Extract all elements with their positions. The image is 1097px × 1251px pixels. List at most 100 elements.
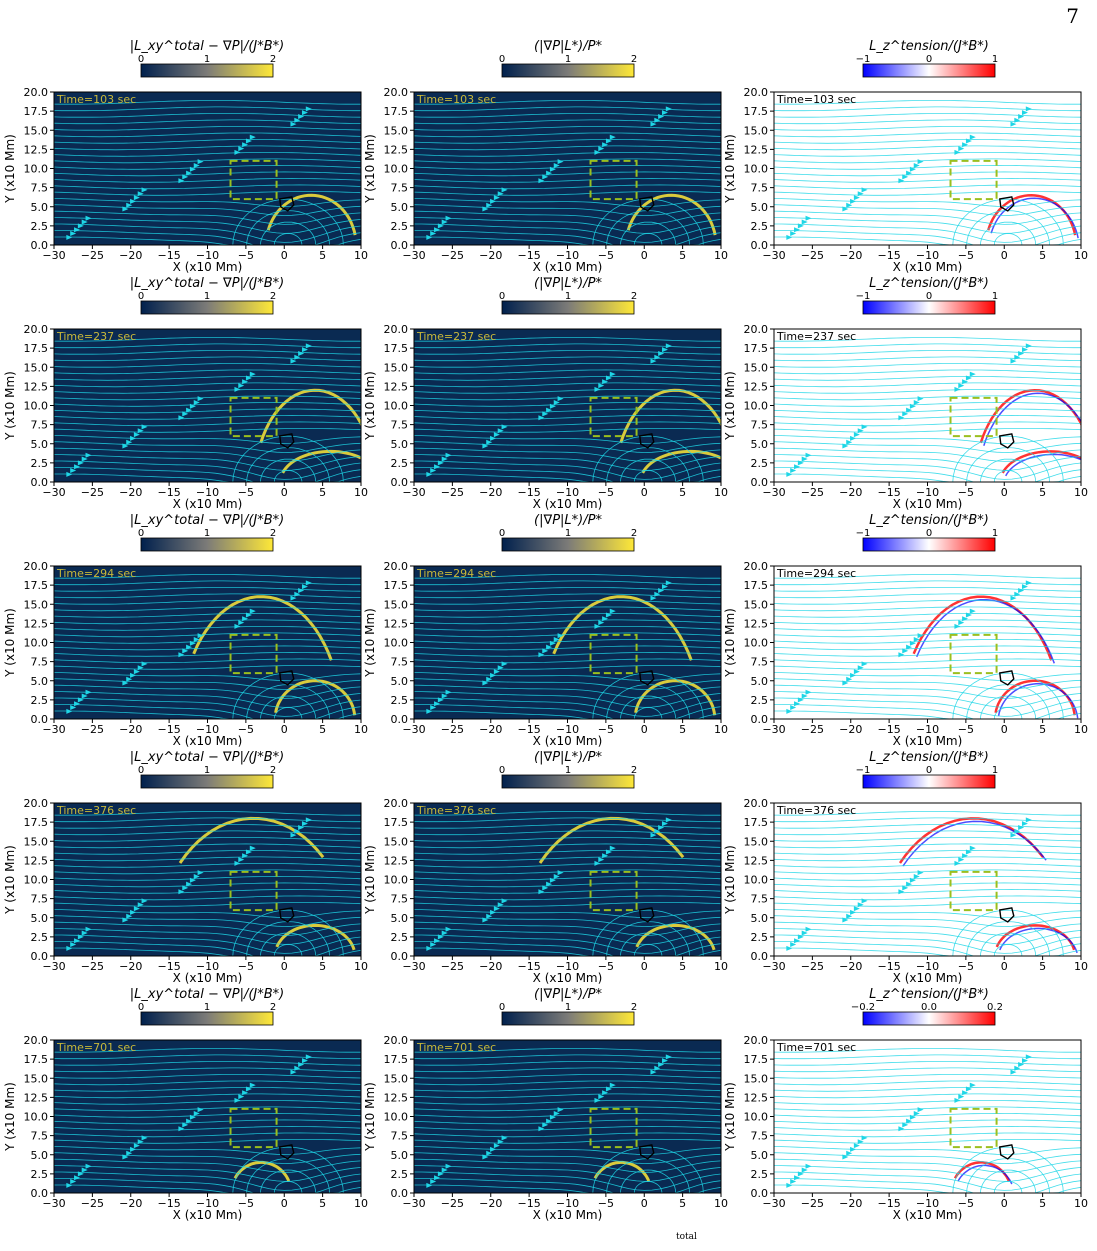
x-tick-label: −5 [958,486,974,499]
streamline [54,1093,361,1099]
streamline-arrow [1018,1061,1025,1067]
y-tick-label: 10.0 [384,874,409,887]
streamline-arrow [1010,358,1017,364]
x-tick-label: −15 [878,1197,901,1210]
streamline [414,184,721,190]
streamline [54,928,361,945]
streamline-arrow [842,443,849,449]
streamline-arrow [501,424,508,430]
streamline [54,587,361,592]
y-tick-label: 2.5 [31,694,49,707]
streamline-arrow [493,195,500,201]
streamline-arrow [430,468,437,474]
streamline [774,934,1081,954]
streamline [54,856,361,862]
plot-area [774,329,1081,482]
current-sheet-arc [233,1160,291,1182]
plot-content [774,337,1081,482]
streamline [993,233,1023,245]
streamline [273,707,303,719]
y-tick-label: 12.5 [24,854,49,867]
colorbar-title: |L_xy^total − ∇P|/(J*B*) [130,513,284,528]
colorbar-tick-label: 2 [270,528,276,539]
streamline [54,1165,361,1182]
x-tick-label: 5 [1039,249,1046,262]
streamline-arrow [850,672,857,678]
x-axis-label: X (x10 Mm) [893,734,963,748]
streamline-arrow [290,832,297,838]
streamline-arrow [650,121,657,127]
x-tick-label: −25 [441,486,464,499]
y-tick-label: 12.5 [744,380,769,393]
streamline-arrow [133,195,140,201]
region-box [949,870,998,912]
y-tick-label: 15.0 [744,361,769,374]
streamline [414,869,721,875]
streamline [774,941,1081,956]
streamline [54,467,361,482]
streamline [414,158,721,164]
streamline-arrow [133,432,140,438]
colorbar-tick-label: −1 [856,54,871,65]
streamline-arrow [546,644,553,650]
streamline [414,1125,721,1131]
streamline-arrow [913,636,920,642]
y-tick-label: 2.5 [391,220,409,233]
x-tick-label: −15 [878,486,901,499]
streamline [54,632,361,638]
x-tick-label: −25 [801,960,824,973]
x-tick-label: −15 [158,723,181,736]
colorbar-title: |L_xy^total − ∇P|/(J*B*) [130,750,284,765]
streamline-arrow [954,623,961,629]
streamline-arrow [553,873,560,879]
streamline [54,217,361,234]
x-tick-label: −30 [402,960,425,973]
time-label: Time=294 sec [416,567,496,580]
streamline-arrow [497,428,504,434]
streamline [54,158,361,164]
streamline-arrow [426,234,433,240]
x-tick-label: −30 [42,960,65,973]
streamline [232,198,344,245]
x-tick-label: 5 [1039,486,1046,499]
streamline [414,915,721,927]
streamline-arrow [790,942,797,948]
y-tick-label: 7.5 [751,656,769,669]
y-tick-label: 2.5 [751,457,769,470]
streamline [54,909,361,918]
y-tick-label: 7.5 [31,419,49,432]
streamline-arrow [1025,817,1032,823]
x-tick-label: −10 [556,723,579,736]
streamline [774,1158,1081,1173]
streamline-arrow [654,117,661,123]
streamline-arrow [546,881,553,887]
streamline [774,612,1081,618]
x-tick-label: −10 [916,486,939,499]
streamline [54,421,361,427]
streamline-arrow [594,1097,601,1103]
streamline-arrow [790,468,797,474]
x-tick-label: 10 [354,960,368,973]
streamline-arrow [294,354,301,360]
plot-area [54,566,361,719]
x-tick-label: −30 [762,1197,785,1210]
y-tick-label: 0.0 [751,1187,769,1200]
region-box [229,1107,278,1149]
streamline [414,941,721,956]
y-tick-label: 12.5 [24,380,49,393]
colorbar-tick-label: 0 [926,528,932,539]
streamline-arrow [290,358,297,364]
streamline-arrow [130,198,137,204]
colorbar-tick-label: 2 [631,291,637,302]
y-tick-label: 10.0 [384,1111,409,1124]
streamline [414,1093,721,1099]
streamline-arrow [913,873,920,879]
streamline-arrow [801,1167,808,1173]
streamline [774,210,1081,225]
streamline [54,612,361,618]
y-tick-label: 5.0 [751,912,769,925]
y-tick-label: 12.5 [24,1091,49,1104]
streamline-arrow [861,661,868,667]
x-tick-label: 10 [1074,249,1088,262]
x-tick-label: 10 [714,486,728,499]
